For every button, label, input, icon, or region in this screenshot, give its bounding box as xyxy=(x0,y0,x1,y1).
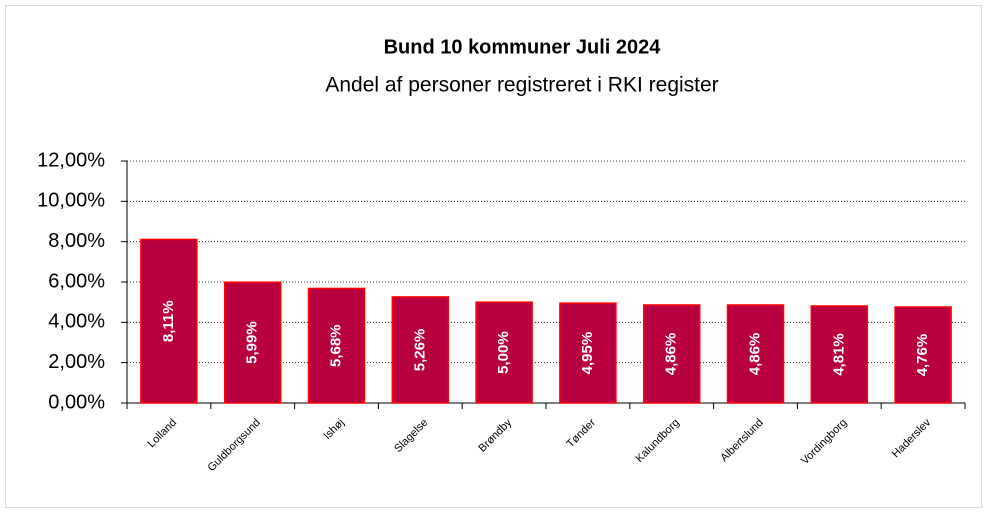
data-label: 8,11% xyxy=(160,300,177,342)
y-tick-label: 10,00% xyxy=(37,190,105,212)
chart-title: Bund 10 kommuner Juli 2024 xyxy=(384,36,662,58)
chart-subtitle: Andel af personer registreret i RKI regi… xyxy=(325,74,718,97)
y-tick-label: 8,00% xyxy=(48,230,105,252)
data-label: 5,68% xyxy=(327,324,344,367)
data-label: 4,86% xyxy=(663,333,680,376)
bar xyxy=(559,302,617,404)
y-tick-label: 4,00% xyxy=(48,311,105,333)
bar xyxy=(307,287,366,404)
bar xyxy=(391,296,450,404)
bar xyxy=(140,238,198,404)
y-tick-label: 2,00% xyxy=(48,351,105,373)
data-label: 4,81% xyxy=(830,333,847,376)
data-label: 4,76% xyxy=(914,334,931,377)
bar xyxy=(223,281,282,404)
bar xyxy=(642,304,701,404)
data-label: 5,00% xyxy=(495,331,512,374)
bar xyxy=(894,306,952,404)
y-tick-label: 0,00% xyxy=(48,391,105,413)
bar xyxy=(810,305,869,404)
y-tick-label: 12,00% xyxy=(37,149,105,171)
data-label: 4,95% xyxy=(579,332,596,375)
bar xyxy=(475,301,533,404)
data-label: 4,86% xyxy=(746,333,763,376)
y-tick-label: 6,00% xyxy=(48,270,105,292)
bar xyxy=(726,304,785,404)
data-label: 5,26% xyxy=(411,329,428,372)
data-label: 5,99% xyxy=(244,321,261,364)
